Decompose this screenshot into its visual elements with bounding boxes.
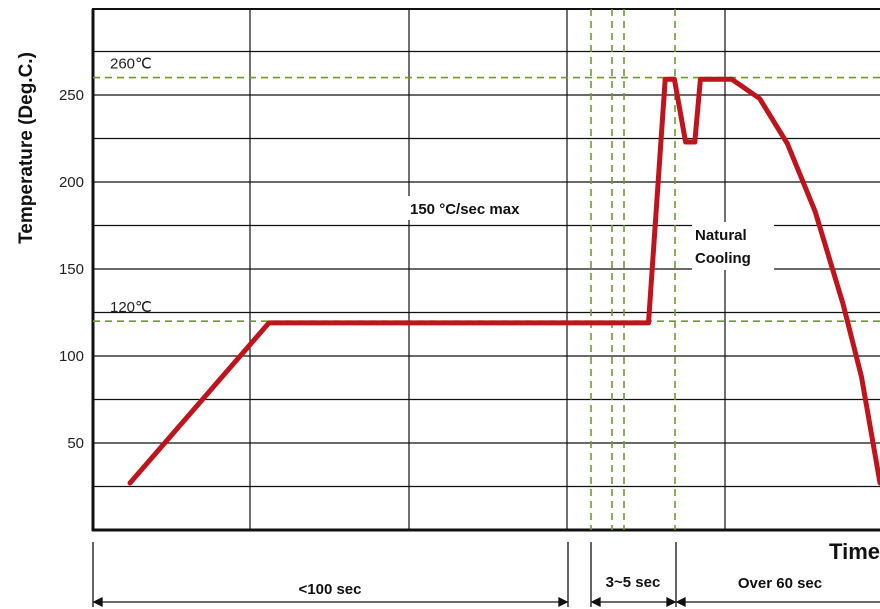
annotation-backdrop xyxy=(692,222,774,270)
annotation-natural: Natural xyxy=(695,227,747,244)
y-tick-label: 250 xyxy=(59,87,84,104)
y-tick-label: 50 xyxy=(67,435,84,452)
interval-brackets xyxy=(92,542,880,608)
y-tick-labels: 50 100 150 200 250 xyxy=(59,87,84,452)
horizontal-gridlines xyxy=(93,50,880,488)
interval-label-peak: 3~5 sec xyxy=(606,574,661,591)
annotation-cooling: Cooling xyxy=(695,250,751,267)
y-tick-label: 150 xyxy=(59,261,84,278)
temperature-profile-line xyxy=(127,76,880,486)
annotation-backdrop xyxy=(408,196,564,220)
y-tick-label: 200 xyxy=(59,174,84,191)
x-axis-label: Time xyxy=(829,539,880,564)
interval-label-preheat: <100 sec xyxy=(299,581,362,598)
y-axis-label: Temperature (Deg.C.) xyxy=(16,52,37,244)
ref-label-120: 120℃ xyxy=(110,299,152,316)
ref-label-260: 260℃ xyxy=(110,56,152,73)
interval-label-cooling: Over 60 sec xyxy=(738,575,822,592)
y-tick-label: 100 xyxy=(59,348,84,365)
annotation-ramp-rate: 150 °C/sec max xyxy=(410,201,520,218)
